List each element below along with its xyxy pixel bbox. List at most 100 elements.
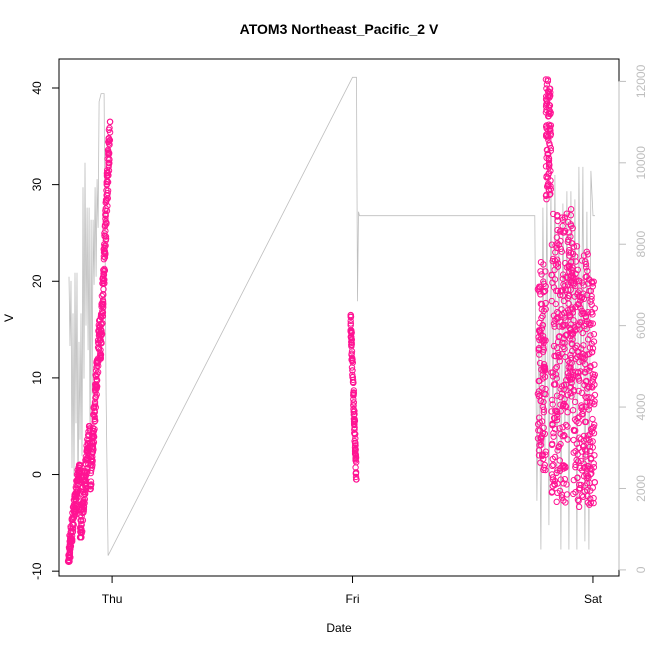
data-point: [538, 271, 545, 278]
data-point: [99, 320, 106, 327]
data-point: [537, 328, 544, 335]
data-point: [347, 311, 354, 319]
data-point: [549, 474, 557, 481]
y2-tick-label: 12000: [634, 64, 648, 98]
data-point: [576, 293, 584, 301]
data-point: [565, 263, 572, 271]
data-point: [589, 438, 596, 445]
data-point: [541, 373, 549, 380]
data-point: [105, 134, 113, 142]
data-point: [546, 191, 553, 198]
data-point: [563, 210, 570, 217]
data-point: [87, 485, 94, 493]
data-point: [568, 259, 575, 266]
data-point: [348, 356, 355, 363]
data-point: [589, 345, 597, 352]
data-point: [587, 471, 594, 478]
data-point: [545, 151, 552, 158]
data-point: [560, 343, 567, 350]
data-point: [66, 551, 74, 558]
data-point: [90, 404, 97, 412]
data-point: [542, 96, 550, 103]
data-point: [106, 156, 113, 163]
data-point: [573, 418, 580, 425]
data-point: [570, 281, 578, 288]
data-point: [591, 391, 599, 399]
data-point: [571, 398, 579, 406]
data-point: [556, 457, 563, 464]
data-point: [95, 362, 102, 370]
data-point: [553, 363, 560, 371]
data-point: [585, 406, 592, 413]
data-point: [561, 432, 568, 439]
data-point: [579, 411, 586, 418]
data-point: [535, 388, 543, 395]
data-point: [103, 196, 111, 203]
data-point: [549, 396, 556, 404]
y2-tick-label: 2000: [634, 475, 648, 502]
data-point: [560, 281, 567, 288]
data-point: [572, 464, 579, 471]
data-point: [89, 448, 97, 455]
data-point: [565, 300, 572, 307]
data-point: [552, 426, 559, 433]
data-point: [590, 331, 598, 338]
data-point: [77, 534, 84, 541]
data-point: [547, 131, 555, 138]
data-point: [554, 338, 562, 346]
data-point: [536, 319, 543, 327]
data-point: [587, 499, 594, 507]
data-point: [567, 286, 574, 293]
data-point: [566, 229, 573, 236]
data-point: [543, 81, 551, 88]
data-point: [560, 386, 567, 393]
data-point: [66, 538, 74, 546]
data-point: [545, 164, 553, 171]
data-point: [574, 301, 582, 308]
data-point: [552, 242, 559, 249]
data-point: [582, 418, 590, 426]
data-point: [540, 409, 547, 416]
data-point: [101, 223, 109, 230]
data-point: [591, 381, 598, 388]
data-point: [564, 409, 571, 416]
data-point: [549, 476, 557, 483]
data-point: [547, 89, 554, 96]
data-point: [570, 436, 577, 444]
data-point: [567, 365, 574, 372]
data-point: [87, 469, 95, 477]
data-point: [550, 342, 558, 350]
data-point: [102, 199, 109, 206]
x-tick-label: Fri: [346, 592, 360, 606]
data-point: [556, 228, 564, 235]
data-point: [550, 433, 557, 440]
data-point: [543, 131, 551, 138]
data-point: [535, 421, 542, 428]
data-point: [352, 442, 359, 449]
data-point: [554, 392, 561, 399]
y2-tick-label: 4000: [634, 393, 648, 420]
data-point: [87, 481, 94, 489]
data-point: [69, 521, 76, 528]
data-point: [350, 399, 357, 406]
data-point: [558, 248, 565, 255]
data-point: [68, 528, 75, 535]
data-point: [590, 338, 598, 345]
data-point: [567, 351, 574, 359]
data-point: [574, 474, 581, 482]
data-point: [104, 172, 112, 179]
data-point: [588, 278, 595, 285]
y-axis-left: -10 0 10 20 30 40: [30, 81, 60, 580]
data-point: [549, 421, 556, 428]
plot-frame: [58, 58, 620, 577]
data-point: [578, 257, 586, 264]
data-point: [575, 503, 583, 510]
data-point: [79, 517, 87, 524]
data-point: [540, 344, 547, 351]
data-point: [553, 407, 560, 415]
data-point: [542, 306, 549, 313]
data-point: [540, 261, 547, 268]
data-point: [71, 507, 79, 515]
data-point: [549, 279, 556, 286]
